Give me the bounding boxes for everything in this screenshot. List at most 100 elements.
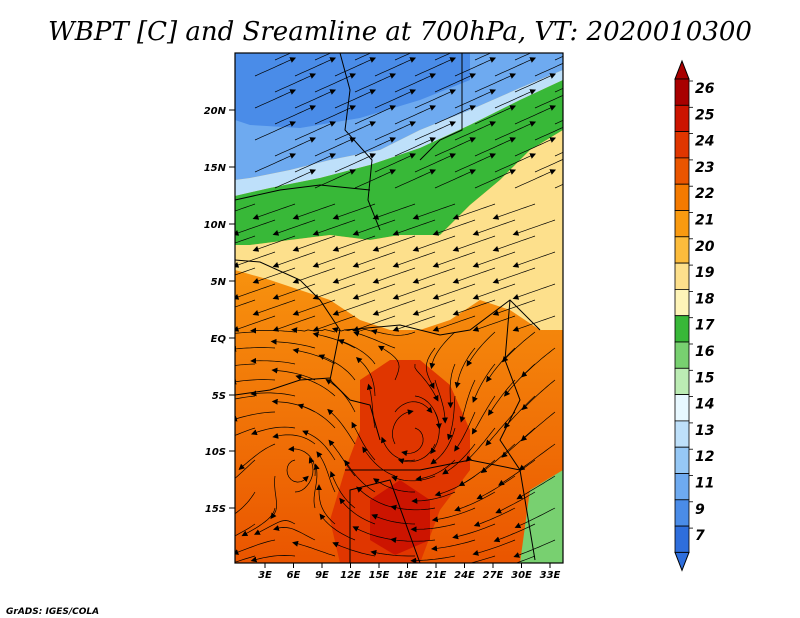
streamline bbox=[521, 379, 556, 411]
streamline bbox=[494, 121, 537, 141]
coastline bbox=[235, 377, 331, 396]
streamline bbox=[459, 379, 476, 423]
streamline bbox=[235, 459, 256, 479]
border-line bbox=[344, 299, 541, 336]
streamline bbox=[454, 121, 497, 141]
streamline bbox=[414, 121, 457, 141]
streamline bbox=[392, 219, 436, 236]
colorbar-label: 9 bbox=[695, 502, 705, 518]
streamline bbox=[392, 315, 436, 332]
streamline bbox=[362, 446, 396, 477]
streamline bbox=[271, 367, 316, 381]
streamline bbox=[434, 169, 477, 189]
streamline bbox=[494, 57, 537, 77]
streamline bbox=[372, 235, 416, 252]
colorbar-segment bbox=[674, 78, 690, 106]
streamline bbox=[352, 251, 396, 268]
wbpt-region-se-green bbox=[520, 470, 563, 563]
streamline bbox=[390, 537, 436, 544]
colorbar-label: 18 bbox=[695, 291, 715, 307]
streamline bbox=[332, 203, 376, 220]
streamline bbox=[434, 105, 477, 125]
streamline bbox=[452, 299, 496, 316]
colorbar-label: 11 bbox=[695, 476, 714, 492]
streamline bbox=[370, 328, 416, 336]
streamline bbox=[472, 219, 516, 236]
streamline bbox=[397, 443, 436, 464]
streamline bbox=[514, 105, 557, 125]
streamline bbox=[514, 73, 557, 93]
streamline bbox=[412, 267, 456, 284]
streamline bbox=[472, 539, 516, 556]
x-tick-label: 30E bbox=[511, 570, 532, 581]
streamline bbox=[485, 411, 516, 446]
colorbar-segment bbox=[674, 183, 690, 211]
y-tick-label: 15S bbox=[205, 504, 226, 515]
streamline bbox=[414, 153, 457, 173]
streamline bbox=[316, 484, 336, 525]
border-line bbox=[339, 53, 381, 231]
streamline bbox=[452, 235, 496, 252]
streamline bbox=[334, 121, 377, 141]
colorbar-label: 21 bbox=[695, 213, 714, 229]
streamline bbox=[487, 379, 516, 416]
colorbar-segment bbox=[674, 394, 690, 422]
streamline bbox=[514, 169, 557, 189]
streamline bbox=[503, 395, 536, 429]
streamline bbox=[254, 89, 297, 109]
streamline bbox=[447, 363, 456, 409]
streamline bbox=[472, 251, 516, 268]
streamline bbox=[431, 507, 476, 523]
streamline bbox=[534, 127, 563, 141]
x-tick-label: 6E bbox=[287, 570, 301, 581]
border-line bbox=[419, 53, 463, 161]
streamline bbox=[472, 363, 496, 403]
colorbar-segment bbox=[674, 131, 690, 159]
streamline bbox=[381, 436, 416, 461]
streamline bbox=[414, 57, 457, 77]
streamline bbox=[235, 251, 276, 268]
streamline bbox=[272, 315, 316, 332]
streamline bbox=[252, 299, 296, 316]
streamline bbox=[312, 251, 356, 268]
streamline bbox=[512, 219, 556, 236]
colorbar-segment bbox=[674, 367, 690, 395]
x-tick-label: 24E bbox=[454, 570, 475, 581]
streamline bbox=[493, 523, 536, 543]
streamline bbox=[252, 267, 296, 284]
streamline bbox=[270, 475, 277, 520]
colorbar-label: 26 bbox=[695, 81, 715, 97]
streamline bbox=[312, 283, 356, 300]
streamline bbox=[452, 523, 496, 540]
country-borders bbox=[235, 53, 541, 563]
streamline bbox=[498, 459, 536, 486]
colorbar-label: 13 bbox=[695, 423, 714, 439]
colorbar-segment bbox=[674, 236, 690, 264]
streamline bbox=[327, 408, 356, 445]
colorbar-label: 25 bbox=[695, 107, 715, 123]
y-tick-label: 5N bbox=[211, 277, 227, 288]
colorbar-segment bbox=[674, 446, 690, 474]
streamline bbox=[534, 159, 563, 173]
streamline bbox=[512, 283, 556, 300]
streamline bbox=[429, 331, 456, 370]
streamline bbox=[392, 251, 436, 268]
streamline bbox=[447, 395, 456, 441]
streamline bbox=[355, 356, 376, 397]
streamline bbox=[272, 251, 316, 268]
streamline bbox=[344, 459, 376, 493]
wbpt-region-light-blue bbox=[235, 70, 563, 196]
streamline bbox=[314, 105, 357, 125]
streamline bbox=[235, 555, 256, 563]
streamline bbox=[554, 152, 563, 157]
streamline bbox=[294, 57, 337, 77]
wbpt-region-dry-north bbox=[235, 53, 470, 128]
x-tick-label: 3E bbox=[258, 570, 272, 581]
streamline bbox=[372, 203, 416, 220]
border-line bbox=[235, 259, 341, 331]
streamline bbox=[334, 153, 377, 173]
streamline bbox=[492, 267, 536, 284]
streamline bbox=[434, 73, 477, 93]
streamline bbox=[431, 539, 476, 552]
